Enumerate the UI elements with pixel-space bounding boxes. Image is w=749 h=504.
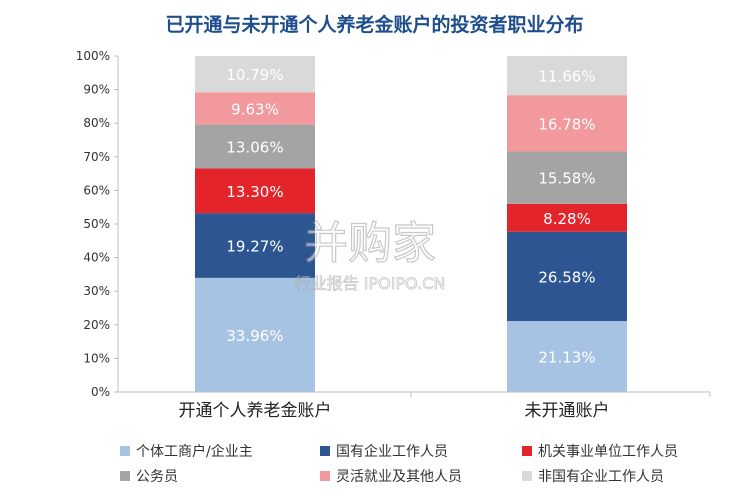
- bar-segment: [507, 203, 627, 232]
- x-category-label: 未开通账户: [525, 401, 610, 421]
- bar-segment: [507, 231, 627, 322]
- data-label: 13.06%: [226, 139, 283, 157]
- legend-item: 灵活就业及其他人员: [320, 466, 462, 486]
- legend-swatch: [522, 446, 532, 456]
- y-tick-label: 100%: [76, 49, 110, 63]
- legend-item: 个体工商户/企业主: [120, 441, 253, 461]
- y-tick-label: 10%: [83, 351, 110, 365]
- data-label: 33.96%: [226, 327, 283, 345]
- bar-segment: [195, 213, 315, 278]
- chart-title: 已开通与未开通个人养老金账户的投资者职业分布: [165, 14, 584, 36]
- legend-swatch: [120, 471, 130, 481]
- y-tick-label: 70%: [83, 150, 110, 164]
- legend-swatch: [120, 446, 130, 456]
- y-tick-label: 90%: [83, 83, 110, 97]
- y-tick-label: 40%: [83, 251, 110, 265]
- bar-segment: [507, 321, 627, 392]
- watermark-main: 并购家: [304, 218, 436, 269]
- legend-label: 个体工商户/企业主: [136, 444, 253, 460]
- legend-swatch: [320, 471, 330, 481]
- data-label: 13.30%: [226, 183, 283, 201]
- legend-label: 机关事业单位工作人员: [538, 444, 678, 460]
- data-label: 16.78%: [538, 115, 595, 133]
- data-label: 8.28%: [543, 210, 591, 228]
- bar-segment: [507, 95, 627, 152]
- data-label: 11.66%: [538, 68, 595, 86]
- y-tick-label: 80%: [83, 116, 110, 130]
- legend-label: 国有企业工作人员: [336, 444, 448, 460]
- legend-item: 国有企业工作人员: [320, 441, 448, 461]
- data-label: 21.13%: [538, 349, 595, 367]
- bar-segment: [195, 277, 315, 392]
- legend-label: 灵活就业及其他人员: [336, 469, 462, 485]
- bar-segment: [195, 92, 315, 125]
- watermark-sub: 行业报告 IPOIPO.CN: [295, 274, 446, 293]
- legend-label: 非国有企业工作人员: [538, 469, 664, 485]
- bars-layer: [195, 55, 627, 392]
- legend-label: 公务员: [136, 469, 178, 485]
- data-label: 26.58%: [538, 268, 595, 286]
- axis-layer: 0% 10% 20% 30% 40% 50% 60% 70% 80% 90% 100% 开通个人养老金…: [76, 49, 711, 421]
- watermark: 并购家 行业报告 IPOIPO.CN: [294, 217, 446, 293]
- data-label: 15.58%: [538, 170, 595, 188]
- legend-item: 非国有企业工作人员: [522, 466, 664, 486]
- bar-segment: [195, 55, 315, 93]
- bar-segment: [195, 124, 315, 169]
- y-tick-label: 20%: [83, 318, 110, 332]
- data-label: 19.27%: [226, 238, 283, 256]
- bar-segment: [507, 151, 627, 204]
- legend-item: 机关事业单位工作人员: [522, 441, 678, 461]
- legend-swatch: [522, 471, 532, 481]
- bar-segment: [195, 168, 315, 214]
- x-category-label: 开通个人养老金账户: [179, 401, 332, 421]
- y-tick-label: 30%: [83, 284, 110, 298]
- y-tick-label: 0%: [91, 385, 110, 399]
- y-tick-label: 60%: [83, 183, 110, 197]
- data-label: 9.63%: [231, 100, 279, 118]
- bar-segment: [507, 55, 627, 96]
- data-label: 10.79%: [226, 66, 283, 84]
- labels-layer: 33.96% 19.27% 13.30% 13.06% 9.63% 10.79% 21.13…: [226, 66, 595, 366]
- legend-item: 公务员: [120, 466, 178, 486]
- y-tick-label: 50%: [83, 217, 110, 231]
- legend-swatch: [320, 446, 330, 456]
